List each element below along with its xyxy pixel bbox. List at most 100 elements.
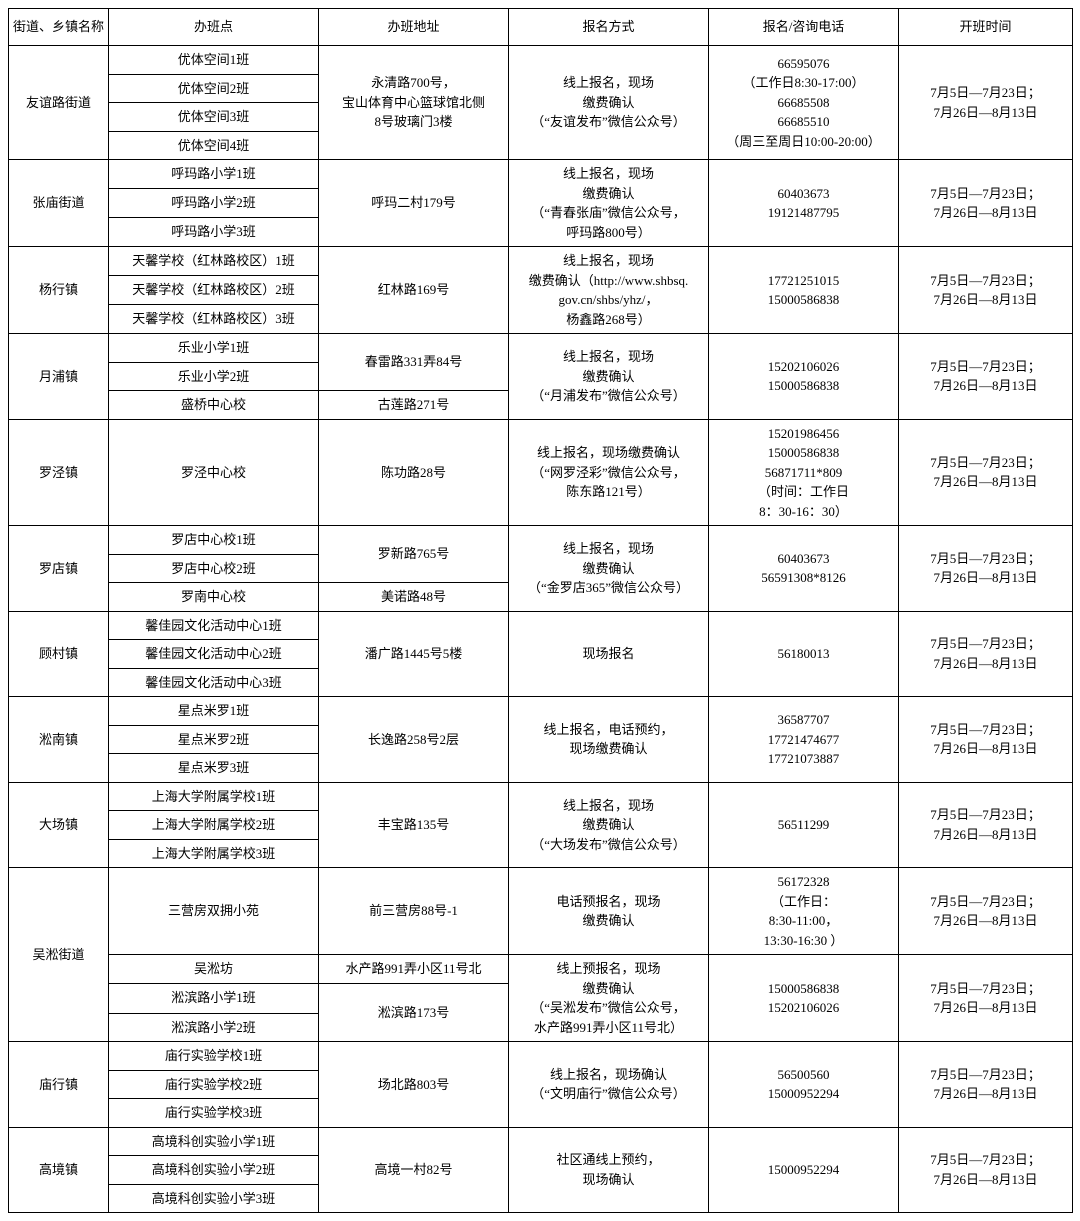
class-cell: 乐业小学1班 (109, 334, 319, 363)
phone-cell: 6040367356591308*8126 (709, 526, 899, 612)
time-cell: 7月5日—7月23日；7月26日—8月13日 (899, 611, 1073, 697)
method-cell: 线上报名，现场缴费确认（“金罗店365”微信公众号） (509, 526, 709, 612)
time-cell: 7月5日—7月23日；7月26日—8月13日 (899, 419, 1073, 526)
district-cell: 罗泾镇 (9, 419, 109, 526)
phone-cell: 1500058683815202106026 (709, 955, 899, 1042)
district-cell: 大场镇 (9, 782, 109, 868)
district-cell: 吴淞街道 (9, 868, 109, 1042)
address-cell: 红林路169号 (319, 247, 509, 334)
class-cell: 优体空间2班 (109, 74, 319, 103)
time-cell: 7月5日—7月23日；7月26日—8月13日 (899, 334, 1073, 420)
method-cell: 线上报名，现场缴费确认（“青春张庙”微信公众号，呼玛路800号） (509, 160, 709, 247)
time-cell: 7月5日—7月23日；7月26日—8月13日 (899, 46, 1073, 160)
class-cell: 庙行实验学校2班 (109, 1070, 319, 1099)
district-cell: 友谊路街道 (9, 46, 109, 160)
class-cell: 优体空间1班 (109, 46, 319, 75)
time-cell: 7月5日—7月23日；7月26日—8月13日 (899, 697, 1073, 783)
table-row: 吴淞坊 水产路991弄小区11号北 线上预报名，现场缴费确认（“吴淞发布”微信公… (9, 955, 1073, 984)
address-cell: 丰宝路135号 (319, 782, 509, 868)
class-cell: 盛桥中心校 (109, 391, 319, 420)
header-address: 办班地址 (319, 9, 509, 46)
method-cell: 线上报名，现场缴费确认（“友谊发布”微信公众号） (509, 46, 709, 160)
district-cell: 张庙街道 (9, 160, 109, 247)
method-cell: 线上报名，现场缴费确认（http://www.shbsq.gov.cn/shbs… (509, 247, 709, 334)
address-cell: 呼玛二村179号 (319, 160, 509, 247)
class-cell: 上海大学附属学校1班 (109, 782, 319, 811)
phone-cell: 5650056015000952294 (709, 1042, 899, 1128)
phone-cell: 1772125101515000586838 (709, 247, 899, 334)
district-cell: 月浦镇 (9, 334, 109, 420)
class-cell: 天馨学校（红林路校区）3班 (109, 305, 319, 334)
class-cell: 星点米罗1班 (109, 697, 319, 726)
time-cell: 7月5日—7月23日；7月26日—8月13日 (899, 955, 1073, 1042)
enrollment-table: 街道、乡镇名称 办班点 办班地址 报名方式 报名/咨询电话 开班时间 友谊路街道… (8, 8, 1073, 1213)
class-cell: 高境科创实验小学2班 (109, 1156, 319, 1185)
table-row: 张庙街道 呼玛路小学1班 呼玛二村179号 线上报名，现场缴费确认（“青春张庙”… (9, 160, 1073, 189)
class-cell: 呼玛路小学1班 (109, 160, 319, 189)
address-cell: 高境一村82号 (319, 1127, 509, 1213)
address-cell: 长逸路258号2层 (319, 697, 509, 783)
table-row: 杨行镇 天馨学校（红林路校区）1班 红林路169号 线上报名，现场缴费确认（ht… (9, 247, 1073, 276)
time-cell: 7月5日—7月23日；7月26日—8月13日 (899, 1042, 1073, 1128)
class-cell: 星点米罗3班 (109, 754, 319, 783)
header-row: 街道、乡镇名称 办班点 办班地址 报名方式 报名/咨询电话 开班时间 (9, 9, 1073, 46)
class-cell: 淞滨路小学1班 (109, 983, 319, 1013)
address-cell: 美诺路48号 (319, 583, 509, 612)
phone-cell: 56180013 (709, 611, 899, 697)
class-cell: 馨佳园文化活动中心1班 (109, 611, 319, 640)
header-method: 报名方式 (509, 9, 709, 46)
address-cell: 场北路803号 (319, 1042, 509, 1128)
class-cell: 乐业小学2班 (109, 362, 319, 391)
class-cell: 罗店中心校1班 (109, 526, 319, 555)
district-cell: 顾村镇 (9, 611, 109, 697)
time-cell: 7月5日—7月23日；7月26日—8月13日 (899, 782, 1073, 868)
method-cell: 线上报名，现场缴费确认（“月浦发布”微信公众号） (509, 334, 709, 420)
district-cell: 高境镇 (9, 1127, 109, 1213)
class-cell: 上海大学附属学校3班 (109, 839, 319, 868)
method-cell: 电话预报名，现场缴费确认 (509, 868, 709, 955)
table-row: 大场镇 上海大学附属学校1班 丰宝路135号 线上报名，现场缴费确认（“大场发布… (9, 782, 1073, 811)
class-cell: 高境科创实验小学3班 (109, 1184, 319, 1213)
class-cell: 馨佳园文化活动中心2班 (109, 640, 319, 669)
table-row: 庙行镇 庙行实验学校1班 场北路803号 线上报名，现场确认（“文明庙行”微信公… (9, 1042, 1073, 1071)
phone-cell: 56172328（工作日：8:30-11:00，13:30-16:30 ） (709, 868, 899, 955)
class-cell: 呼玛路小学2班 (109, 189, 319, 218)
phone-cell: 152019864561500058683856871711*809（时间：工作… (709, 419, 899, 526)
class-cell: 优体空间3班 (109, 103, 319, 132)
district-cell: 罗店镇 (9, 526, 109, 612)
address-cell: 潘广路1445号5楼 (319, 611, 509, 697)
address-cell: 水产路991弄小区11号北 (319, 955, 509, 984)
district-cell: 杨行镇 (9, 247, 109, 334)
method-cell: 社区通线上预约，现场确认 (509, 1127, 709, 1213)
class-cell: 天馨学校（红林路校区）2班 (109, 276, 319, 305)
table-row: 吴淞街道 三营房双拥小苑 前三营房88号-1 电话预报名，现场缴费确认 5617… (9, 868, 1073, 955)
district-cell: 庙行镇 (9, 1042, 109, 1128)
table-row: 顾村镇 馨佳园文化活动中心1班 潘广路1445号5楼 现场报名 56180013… (9, 611, 1073, 640)
phone-cell: 66595076（工作日8:30-17:00）6668550866685510（… (709, 46, 899, 160)
header-time: 开班时间 (899, 9, 1073, 46)
phone-cell: 15000952294 (709, 1127, 899, 1213)
class-cell: 上海大学附属学校2班 (109, 811, 319, 840)
method-cell: 线上报名，现场确认（“文明庙行”微信公众号） (509, 1042, 709, 1128)
table-row: 淞南镇 星点米罗1班 长逸路258号2层 线上报名，电话预约，现场缴费确认 36… (9, 697, 1073, 726)
class-cell: 呼玛路小学3班 (109, 218, 319, 247)
method-cell: 现场报名 (509, 611, 709, 697)
table-row: 罗店镇 罗店中心校1班 罗新路765号 线上报名，现场缴费确认（“金罗店365”… (9, 526, 1073, 555)
class-cell: 三营房双拥小苑 (109, 868, 319, 955)
address-cell: 陈功路28号 (319, 419, 509, 526)
time-cell: 7月5日—7月23日；7月26日—8月13日 (899, 526, 1073, 612)
method-cell: 线上预报名，现场缴费确认（“吴淞发布”微信公众号，水产路991弄小区11号北） (509, 955, 709, 1042)
address-cell: 古莲路271号 (319, 391, 509, 420)
class-cell: 吴淞坊 (109, 955, 319, 984)
header-phone: 报名/咨询电话 (709, 9, 899, 46)
table-row: 罗泾镇 罗泾中心校 陈功路28号 线上报名，现场缴费确认（“网罗泾彩”微信公众号… (9, 419, 1073, 526)
phone-cell: 6040367319121487795 (709, 160, 899, 247)
class-cell: 高境科创实验小学1班 (109, 1127, 319, 1156)
class-cell: 馨佳园文化活动中心3班 (109, 668, 319, 697)
class-cell: 罗南中心校 (109, 583, 319, 612)
table-row: 高境镇 高境科创实验小学1班 高境一村82号 社区通线上预约，现场确认 1500… (9, 1127, 1073, 1156)
phone-cell: 365877071772147467717721073887 (709, 697, 899, 783)
class-cell: 罗泾中心校 (109, 419, 319, 526)
table-row: 月浦镇 乐业小学1班 春雷路331弄84号 线上报名，现场缴费确认（“月浦发布”… (9, 334, 1073, 363)
phone-cell: 1520210602615000586838 (709, 334, 899, 420)
